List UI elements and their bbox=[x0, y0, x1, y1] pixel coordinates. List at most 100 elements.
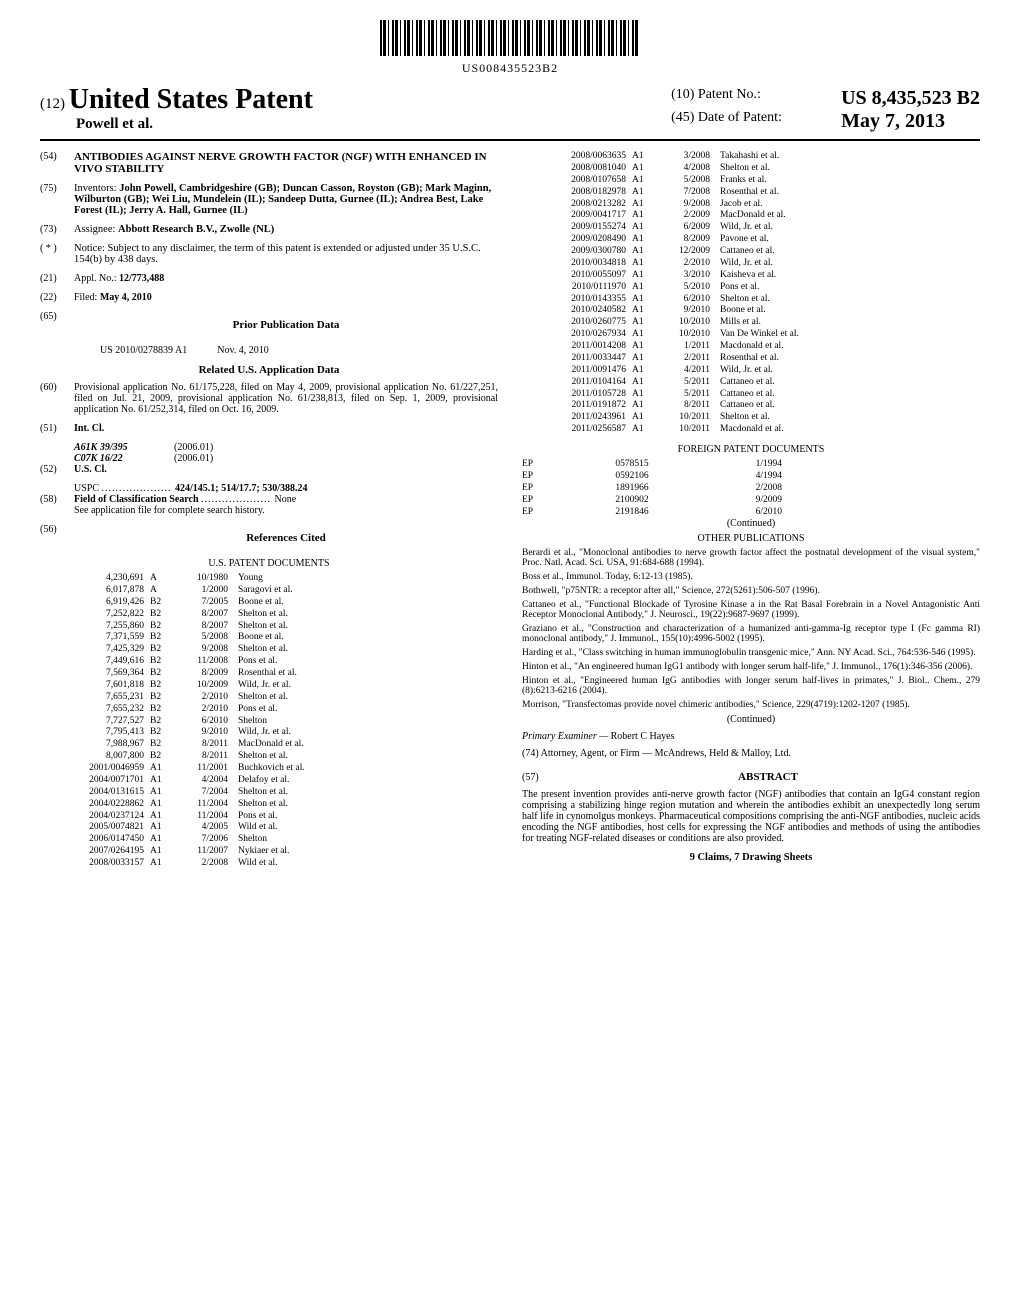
publication-entry: Harding et al., "Class switching in huma… bbox=[522, 648, 980, 658]
invention-title: ANTIBODIES AGAINST NERVE GROWTH FACTOR (… bbox=[74, 151, 498, 175]
assignee: Abbott Research B.V., Zwolle (NL) bbox=[118, 224, 274, 235]
appl-label: Appl. No.: bbox=[74, 273, 117, 284]
table-row: 6,017,878A1/2000Saragovi et al. bbox=[40, 585, 498, 597]
publications: Berardi et al., "Monoclonal antibodies t… bbox=[522, 548, 980, 710]
header: (12) United States Patent Powell et al. … bbox=[40, 84, 980, 133]
table-row: 7,449,616B211/2008Pons et al. bbox=[40, 656, 498, 668]
inv-label: Inventors: bbox=[74, 183, 117, 194]
divider bbox=[40, 139, 980, 141]
continued-1: (Continued) bbox=[522, 518, 980, 529]
table-row: 2004/0131615A17/2004Shelton et al. bbox=[40, 787, 498, 799]
table-row: 2011/0091476A14/2011Wild, Jr. et al. bbox=[522, 365, 980, 377]
table-row: 6,919,426B27/2005Boone et al. bbox=[40, 597, 498, 609]
table-row: 7,425,329B29/2008Shelton et al. bbox=[40, 644, 498, 656]
table-row: 7,795,413B29/2010Wild, Jr. et al. bbox=[40, 727, 498, 739]
table-row: 2007/0264195A111/2007Nykiaer et al. bbox=[40, 846, 498, 858]
table-row: 7,601,818B210/2009Wild, Jr. et al. bbox=[40, 680, 498, 692]
table-row: 2005/0074821A14/2005Wild et al. bbox=[40, 822, 498, 834]
table-row: 4,230,691A10/1980Young bbox=[40, 573, 498, 585]
attorney-label: (74) Attorney, Agent, or Firm — bbox=[522, 748, 652, 759]
table-row: 2011/0105728A15/2011Cattaneo et al. bbox=[522, 389, 980, 401]
search-label: Field of Classification Search bbox=[74, 494, 199, 505]
search-note: See application file for complete search… bbox=[74, 505, 498, 516]
barcode-block: US008435523B2 bbox=[40, 20, 980, 76]
table-row: 7,252,822B28/2007Shelton et al. bbox=[40, 609, 498, 621]
table-row: 7,371,559B25/2008Boone et al. bbox=[40, 632, 498, 644]
left-column: (54) ANTIBODIES AGAINST NERVE GROWTH FAC… bbox=[40, 151, 498, 870]
table-row: 2008/0063635A13/2008Takahashi et al. bbox=[522, 151, 980, 163]
table-row: 2010/0240582A19/2010Boone et al. bbox=[522, 305, 980, 317]
provisional: Provisional application No. 61/175,228, … bbox=[74, 382, 498, 415]
table-row: 2011/0014208A11/2011Macdonald et al. bbox=[522, 341, 980, 353]
table-row: 2010/0260775A110/2010Mills et al. bbox=[522, 317, 980, 329]
filed-date: May 4, 2010 bbox=[100, 292, 152, 303]
inventors: John Powell, Cambridgeshire (GB); Duncan… bbox=[74, 183, 491, 216]
examiner-label: Primary Examiner — bbox=[522, 731, 608, 742]
uscl-codes: 424/145.1; 514/17.7; 530/388.24 bbox=[175, 483, 308, 494]
filed-num: (22) bbox=[40, 292, 74, 303]
related-head: Related U.S. Application Data bbox=[40, 364, 498, 376]
table-row: 2011/0256587A110/2011Macdonald et al. bbox=[522, 424, 980, 436]
publication-entry: Graziano et al., "Construction and chara… bbox=[522, 624, 980, 644]
ass-label: Assignee: bbox=[74, 224, 115, 235]
table-row: 2004/0071701A14/2004Delafoy et al. bbox=[40, 775, 498, 787]
header-authors: Powell et al. bbox=[76, 116, 313, 133]
table-row: 2011/0033447A12/2011Rosenthal et al. bbox=[522, 353, 980, 365]
table-row: 2009/0300780A112/2009Cattaneo et al. bbox=[522, 246, 980, 258]
attorney-name: McAndrews, Held & Malloy, Ltd. bbox=[655, 748, 791, 759]
table-row: EP05785151/1994 bbox=[522, 459, 980, 471]
uspat-head: U.S. PATENT DOCUMENTS bbox=[40, 558, 498, 569]
publication-entry: Boss et al., Immunol. Today, 6:12-13 (19… bbox=[522, 572, 980, 582]
table-row: 2010/0143355A16/2010Shelton et al. bbox=[522, 294, 980, 306]
table-row: 2008/0182978A17/2008Rosenthal et al. bbox=[522, 187, 980, 199]
intcl-table: A61K 39/395(2006.01)C07K 16/22(2006.01) bbox=[74, 442, 498, 464]
table-row: EP18919662/2008 bbox=[522, 483, 980, 495]
publication-entry: Hinton et al., "Engineered human IgG ant… bbox=[522, 676, 980, 696]
table-row: 2011/0104164A15/2011Cattaneo et al. bbox=[522, 377, 980, 389]
table-row: 2004/0228862A111/2004Shelton et al. bbox=[40, 799, 498, 811]
foreign-head: FOREIGN PATENT DOCUMENTS bbox=[522, 444, 980, 455]
publication-entry: Cattaneo et al., "Functional Blockade of… bbox=[522, 600, 980, 620]
table-row: 7,727,527B26/2010Shelton bbox=[40, 716, 498, 728]
us-patents-cont-table: 2008/0063635A13/2008Takahashi et al.2008… bbox=[522, 151, 980, 436]
table-row: 2009/0155274A16/2009Wild, Jr. et al. bbox=[522, 222, 980, 234]
table-row: 2004/0237124A111/2004Pons et al. bbox=[40, 811, 498, 823]
uscl-num: (52) bbox=[40, 464, 74, 475]
uscl-prefix: USPC bbox=[74, 483, 99, 494]
publication-entry: Morrison, "Transfectomas provide novel c… bbox=[522, 700, 980, 710]
table-row: 7,569,364B28/2009Rosenthal et al. bbox=[40, 668, 498, 680]
intcl-num: (51) bbox=[40, 423, 74, 434]
table-row: 2010/0055097A13/2010Kaisheva et al. bbox=[522, 270, 980, 282]
table-row: EP21009029/2009 bbox=[522, 495, 980, 507]
uscl-label: U.S. Cl. bbox=[74, 464, 107, 475]
intcl-label: Int. Cl. bbox=[74, 423, 104, 434]
table-row: 2010/0111970A15/2010Pons et al. bbox=[522, 282, 980, 294]
patno-label: (10) Patent No.: bbox=[671, 87, 841, 110]
notice-text: Subject to any disclaimer, the term of t… bbox=[74, 243, 481, 265]
date: May 7, 2013 bbox=[841, 110, 945, 133]
table-row: 2008/0081040A14/2008Shelton et al. bbox=[522, 163, 980, 175]
table-row: 2010/0267934A110/2010Van De Winkel et al… bbox=[522, 329, 980, 341]
barcode-graphic bbox=[380, 20, 640, 56]
search-num: (58) bbox=[40, 494, 74, 516]
table-row: 2008/0213282A19/2008Jacob et al. bbox=[522, 199, 980, 211]
filed-label: Filed: bbox=[74, 292, 97, 303]
abstract-head: ABSTRACT bbox=[556, 771, 980, 783]
abstract-body: The present invention provides anti-nerv… bbox=[522, 789, 980, 844]
right-column: 2008/0063635A13/2008Takahashi et al.2008… bbox=[522, 151, 980, 870]
table-row: 2009/0208490A18/2009Pavone et al. bbox=[522, 234, 980, 246]
table-row: 7,655,232B22/2010Pons et al. bbox=[40, 704, 498, 716]
table-row: 2008/0107658A15/2008Franks et al. bbox=[522, 175, 980, 187]
header-prefix: (12) bbox=[40, 96, 65, 112]
table-row: 2009/0041717A12/2009MacDonald et al. bbox=[522, 210, 980, 222]
table-row: 7,655,231B22/2010Shelton et al. bbox=[40, 692, 498, 704]
appl-no: 12/773,488 bbox=[119, 273, 164, 284]
prov-num: (60) bbox=[40, 382, 74, 415]
appl-num: (21) bbox=[40, 273, 74, 284]
title-num: (54) bbox=[40, 151, 74, 175]
date-label: (45) Date of Patent: bbox=[671, 110, 841, 133]
table-row: 2006/0147450A17/2006Shelton bbox=[40, 834, 498, 846]
search-val: None bbox=[275, 494, 297, 505]
examiner-name: Robert C Hayes bbox=[611, 731, 675, 742]
table-row: 7,255,860B28/2007Shelton et al. bbox=[40, 621, 498, 633]
